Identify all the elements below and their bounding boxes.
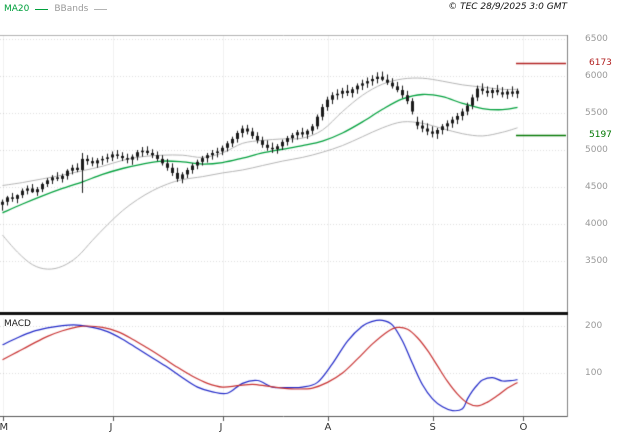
month-label: A [324,422,332,433]
chart-legend: MA20 BBands [4,3,108,15]
price-tick-label: 6000 [585,71,608,81]
ma20-legend-label: MA20 [4,4,30,14]
price-tick-label: 3500 [585,256,608,266]
price-tick-label: 5000 [585,145,608,155]
price-tick-label: 6500 [585,34,608,44]
price-tick-label: 4500 [585,182,608,192]
month-label: J [109,422,113,433]
month-label: O [519,422,528,433]
level-label-support: 5197 [589,130,612,141]
macd-tick-label: 100 [585,368,603,378]
month-label: J [219,422,223,433]
month-label: S [429,422,436,433]
price-tick-label: 5500 [585,108,608,118]
macd-panel-label: MACD [4,319,31,329]
bbands-legend-swatch [94,8,108,10]
bbands-legend-label: BBands [54,4,89,14]
ma20-legend-swatch [35,8,49,10]
macd-tick-label: 200 [585,321,603,331]
level-label-resistance: 6173 [589,58,612,69]
copyright-text: © TEC 28/9/2025 3:0 GMT [448,2,567,12]
month-label: M [0,422,9,433]
price-tick-label: 4000 [585,219,608,229]
